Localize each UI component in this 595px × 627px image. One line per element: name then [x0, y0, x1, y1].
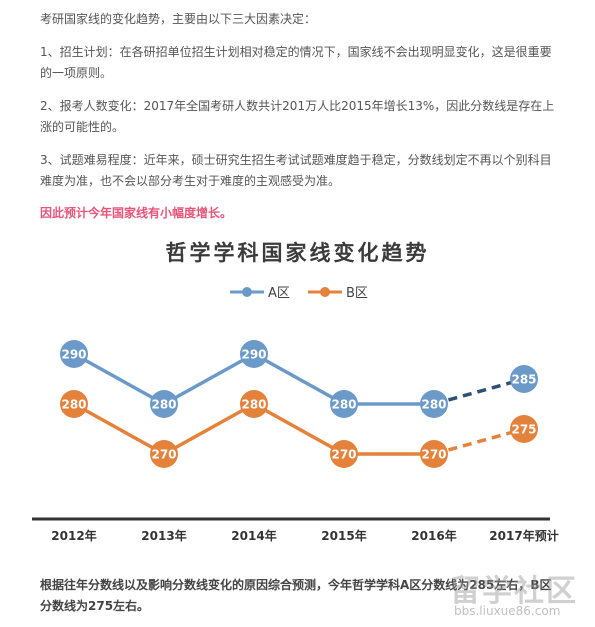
conclusion-text: 因此预计今年国家线有小幅度增长。 — [40, 206, 233, 220]
forecast-line-a — [433, 377, 525, 406]
legend-marker-b — [320, 287, 330, 297]
data-label-b-1: 270 — [151, 448, 176, 462]
x-tick-label-0: 2012年 — [51, 528, 96, 543]
data-point-a-4 — [420, 390, 448, 418]
forecast-summary: 根据往年分数线以及影响分数线变化的原因综合预测，今年哲学学科A区分数线为285左… — [40, 578, 552, 613]
legend-label-b: B区 — [346, 286, 368, 301]
data-point-b-5 — [510, 415, 538, 443]
data-point-a-5 — [510, 365, 538, 393]
watermark-logo: 留学社区 bbs.liuxue86.com — [438, 566, 588, 624]
data-point-a-0 — [60, 340, 88, 368]
factor-enrollment-plan: 1、招生计划：在各研招单位招生计划相对稳定的情况下，国家线不会出现明显变化，这是… — [40, 45, 552, 80]
line-chart: 哲学学科国家线变化趋势 A区 B区 290 280 290 280 280 285 280 270 2… — [30, 232, 565, 567]
x-tick-label-2: 2014年 — [231, 528, 276, 543]
data-label-a-2: 290 — [241, 348, 266, 362]
factor-applicant-count: 2、报考人数变化：2017年全国考研人数共计201万人比2015年增长13%，因… — [40, 99, 555, 134]
watermark-text: 留学社区 — [450, 574, 578, 609]
data-label-b-5: 275 — [511, 423, 536, 437]
data-point-b-2 — [240, 390, 268, 418]
data-label-a-0: 290 — [61, 348, 86, 362]
data-label-a-1: 280 — [151, 398, 176, 412]
x-tick-label-5: 2017年预计 — [489, 528, 558, 543]
intro-text: 考研国家线的变化趋势，主要由以下三大因素决定： — [40, 12, 317, 26]
factor-exam-difficulty: 3、试题难易程度：近年来，硕士研究生招生考试试题难度趋于稳定，分数线划定不再以个… — [40, 153, 552, 188]
legend-marker-a — [242, 287, 252, 297]
data-point-a-2 — [240, 340, 268, 368]
chart-title: 哲学学科国家线变化趋势 — [166, 240, 430, 265]
data-point-b-4 — [420, 440, 448, 468]
data-label-b-3: 270 — [331, 448, 356, 462]
data-label-b-0: 280 — [61, 398, 86, 412]
legend-label-a: A区 — [268, 286, 290, 301]
chart-svg: 哲学学科国家线变化趋势 A区 B区 290 280 290 280 280 285 280 270 2… — [32, 240, 559, 543]
data-point-b-0 — [60, 390, 88, 418]
data-label-b-2: 280 — [241, 398, 266, 412]
data-point-b-1 — [150, 440, 178, 468]
data-label-a-5: 285 — [511, 373, 536, 387]
data-label-b-4: 270 — [421, 448, 446, 462]
forecast-line-b — [433, 427, 525, 456]
data-point-a-1 — [150, 390, 178, 418]
watermark-url: bbs.liuxue86.com — [454, 604, 561, 618]
x-tick-label-3: 2015年 — [321, 528, 366, 543]
data-point-b-3 — [330, 440, 358, 468]
data-label-a-3: 280 — [331, 398, 356, 412]
data-label-a-4: 280 — [421, 398, 446, 412]
data-point-a-3 — [330, 390, 358, 418]
x-tick-label-1: 2013年 — [141, 528, 186, 543]
x-tick-label-4: 2016年 — [411, 528, 456, 543]
